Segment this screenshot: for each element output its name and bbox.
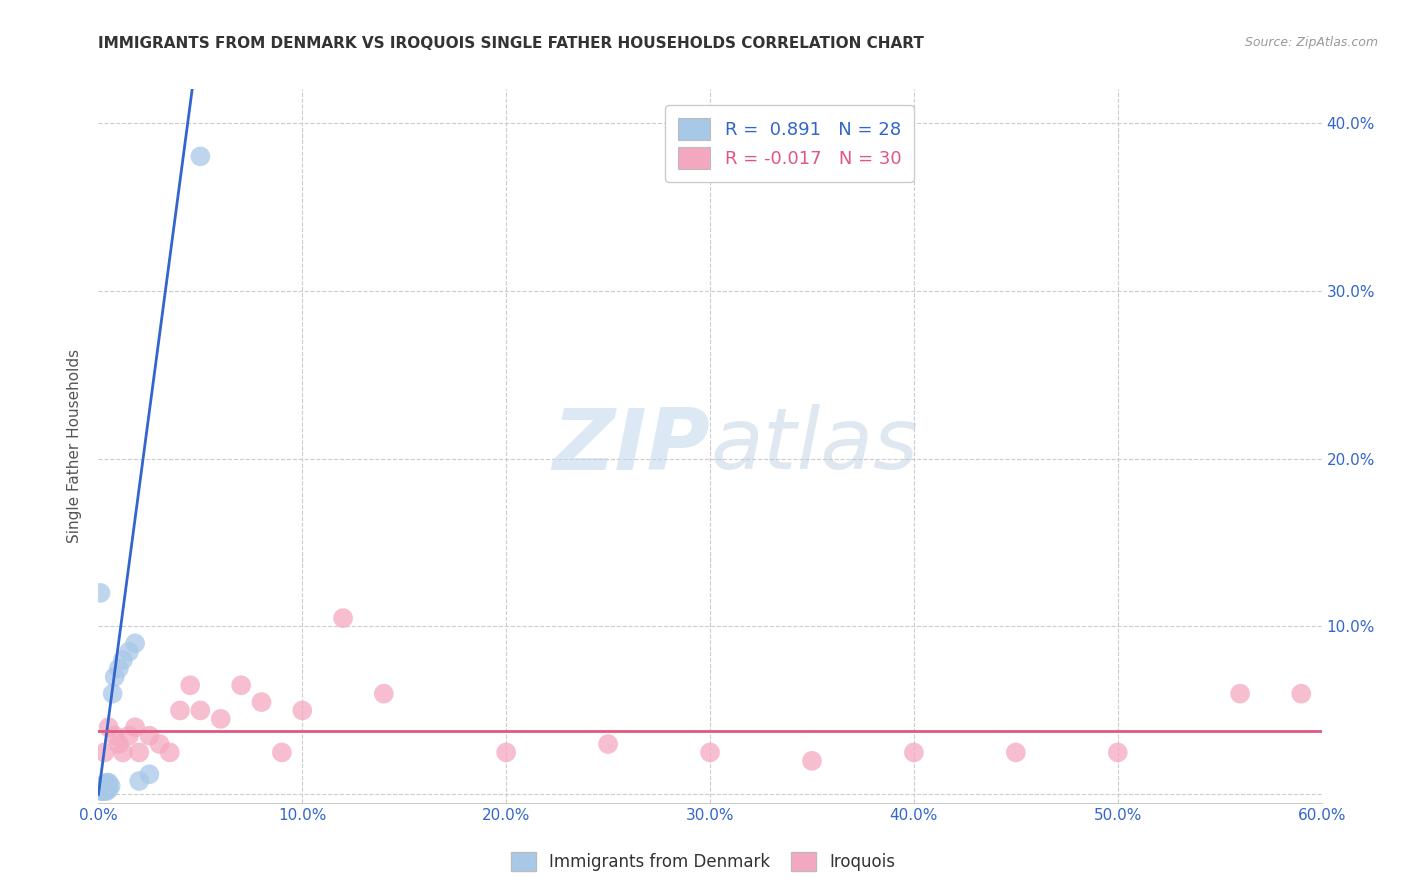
Point: [332, 611, 354, 625]
Point: [96, 782, 118, 797]
Point: [209, 712, 232, 726]
Point: [149, 737, 172, 751]
Point: [111, 746, 134, 760]
Point: [124, 636, 146, 650]
Point: [159, 746, 181, 760]
Text: IMMIGRANTS FROM DENMARK VS IROQUOIS SINGLE FATHER HOUSEHOLDS CORRELATION CHART: IMMIGRANTS FROM DENMARK VS IROQUOIS SING…: [98, 36, 924, 51]
Point: [801, 754, 824, 768]
Point: [104, 670, 127, 684]
Point: [104, 729, 127, 743]
Point: [96, 784, 118, 798]
Point: [124, 720, 146, 734]
Point: [1004, 746, 1026, 760]
Point: [1291, 687, 1313, 701]
Point: [89, 784, 111, 798]
Point: [128, 774, 150, 789]
Point: [118, 729, 141, 743]
Point: [93, 782, 115, 797]
Point: [179, 678, 201, 692]
Point: [97, 720, 120, 734]
Point: [96, 779, 118, 793]
Point: [93, 784, 115, 798]
Point: [495, 746, 517, 760]
Legend: R =  0.891   N = 28, R = -0.017   N = 30: R = 0.891 N = 28, R = -0.017 N = 30: [665, 105, 914, 182]
Point: [138, 767, 160, 781]
Point: [291, 703, 314, 717]
Point: [231, 678, 253, 692]
Point: [699, 746, 721, 760]
Legend: Immigrants from Denmark, Iroquois: Immigrants from Denmark, Iroquois: [503, 843, 903, 880]
Point: [1229, 687, 1251, 701]
Point: [93, 779, 115, 793]
Point: [128, 746, 150, 760]
Point: [108, 737, 131, 751]
Text: atlas: atlas: [710, 404, 918, 488]
Point: [598, 737, 620, 751]
Point: [250, 695, 273, 709]
Point: [91, 779, 114, 793]
Point: [108, 661, 131, 675]
Point: [373, 687, 395, 701]
Point: [91, 782, 114, 797]
Point: [91, 784, 114, 798]
Point: [118, 645, 141, 659]
Point: [903, 746, 925, 760]
Point: [93, 780, 115, 795]
Point: [1107, 746, 1129, 760]
Y-axis label: Single Father Households: Single Father Households: [67, 349, 83, 543]
Point: [188, 149, 212, 163]
Point: [91, 780, 114, 795]
Point: [138, 729, 160, 743]
Point: [188, 703, 212, 717]
Point: [97, 775, 120, 789]
Point: [169, 703, 191, 717]
Point: [89, 782, 111, 797]
Text: ZIP: ZIP: [553, 404, 710, 488]
Point: [100, 779, 122, 793]
Point: [96, 775, 118, 789]
Point: [270, 746, 294, 760]
Point: [93, 777, 115, 791]
Point: [89, 586, 111, 600]
Point: [97, 782, 120, 797]
Point: [93, 746, 115, 760]
Text: Source: ZipAtlas.com: Source: ZipAtlas.com: [1244, 36, 1378, 49]
Point: [101, 687, 124, 701]
Point: [111, 653, 134, 667]
